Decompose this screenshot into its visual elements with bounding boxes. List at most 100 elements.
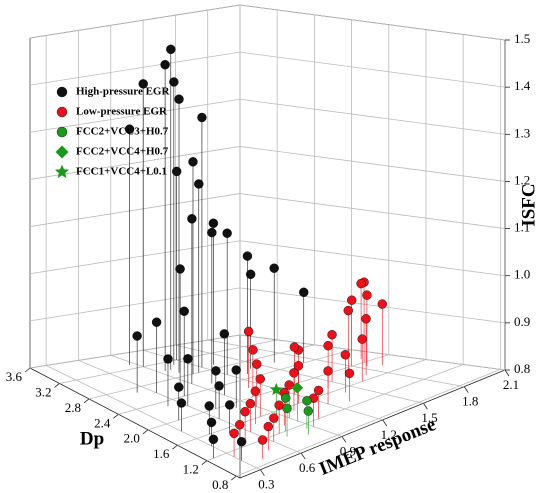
point	[179, 306, 189, 316]
point	[208, 434, 219, 445]
legend-marker	[56, 106, 68, 118]
grid-line	[177, 359, 427, 446]
legend-label: FCC1+VCC4+L0.1	[76, 166, 167, 178]
point	[207, 227, 217, 238]
grid-line	[110, 354, 343, 437]
point	[166, 44, 176, 55]
point	[282, 403, 292, 414]
point	[252, 359, 262, 369]
point	[211, 366, 221, 376]
x-tick	[341, 436, 347, 443]
point	[323, 340, 333, 351]
grid-line	[239, 51, 506, 88]
point	[340, 350, 351, 360]
y-axis-title: Dp	[80, 428, 104, 449]
point	[293, 361, 304, 371]
point	[255, 374, 265, 384]
z-tick-label: 1.5	[514, 31, 530, 46]
y-tick	[231, 475, 237, 481]
point	[343, 305, 353, 316]
legend-marker	[56, 126, 68, 138]
point	[243, 326, 254, 337]
grid-line	[239, 240, 506, 277]
point	[169, 77, 179, 87]
point	[214, 381, 224, 391]
point	[356, 278, 366, 289]
point	[361, 314, 371, 324]
point	[163, 354, 173, 364]
legend-marker	[56, 86, 68, 98]
point	[132, 331, 142, 341]
point	[313, 385, 324, 396]
point	[204, 401, 214, 411]
x-tick-label: 0.9	[340, 443, 356, 458]
point	[269, 382, 283, 396]
point	[187, 214, 197, 224]
point	[299, 287, 309, 297]
point	[250, 386, 261, 396]
y-tick	[83, 398, 90, 404]
point	[231, 365, 241, 375]
point	[245, 269, 256, 279]
point	[347, 295, 357, 305]
y-tick	[201, 460, 208, 465]
point	[222, 228, 232, 238]
grid-line	[239, 98, 506, 135]
point	[240, 406, 250, 417]
point	[323, 366, 333, 376]
x-tick-label: 0.3	[258, 477, 274, 492]
z-tick-label: 1.2	[514, 172, 530, 187]
legend-label: Low-pressure EGR	[76, 106, 168, 118]
x-tick	[463, 386, 469, 393]
legend: High-pressure EGR Low-pressure EGR FCC2+VC…	[54, 86, 170, 179]
z-tick-label: 1.1	[514, 220, 530, 235]
grid-line	[88, 344, 315, 400]
y-tick	[113, 414, 119, 419]
y-tick	[24, 367, 31, 373]
grid-line	[118, 349, 352, 415]
z-axis-title: ISFC	[518, 183, 539, 226]
grid-line	[29, 287, 241, 322]
grid-line	[175, 344, 424, 404]
grid-line	[29, 240, 241, 275]
grid-line	[147, 354, 389, 431]
point	[257, 435, 268, 445]
x-tick	[260, 469, 265, 476]
legend-marker	[55, 145, 69, 159]
point	[151, 317, 162, 327]
legend-label: High-pressure EGR	[76, 86, 170, 98]
point	[174, 94, 184, 104]
box-edge	[29, 367, 241, 479]
grid-line	[29, 334, 241, 369]
point	[302, 396, 312, 406]
x-tick	[300, 452, 306, 460]
point	[245, 398, 256, 409]
point	[289, 342, 300, 352]
point	[235, 420, 245, 430]
point	[138, 79, 148, 89]
point	[274, 400, 284, 410]
point	[242, 251, 253, 261]
y-tick-label: 1.2	[183, 462, 199, 477]
y-tick	[54, 383, 60, 388]
grid-line	[239, 146, 506, 182]
point	[281, 393, 291, 403]
point	[269, 263, 279, 273]
grid-line	[29, 4, 241, 39]
point	[175, 264, 185, 274]
y-tick-label: 0.8	[212, 477, 228, 492]
point	[183, 354, 193, 364]
z-tick-label: 0.8	[514, 361, 530, 376]
point	[219, 329, 230, 339]
point	[357, 334, 367, 344]
grid-line	[206, 364, 464, 462]
x-tick	[423, 403, 428, 410]
z-tick-label: 1.3	[514, 125, 530, 140]
grid-line	[142, 349, 383, 421]
point	[229, 428, 239, 439]
x-tick-label: 0.6	[299, 460, 316, 475]
y-tick-label: 3.2	[35, 384, 51, 399]
point	[124, 124, 135, 134]
x-tick	[504, 369, 510, 377]
